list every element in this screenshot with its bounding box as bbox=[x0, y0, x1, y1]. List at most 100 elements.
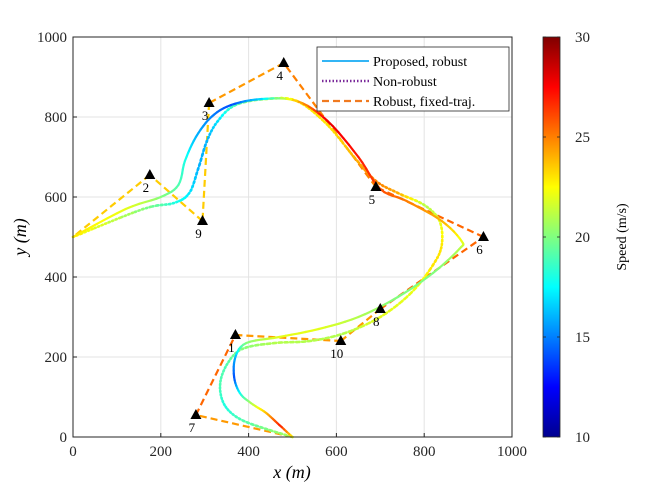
colorbar-tick-label: 20 bbox=[575, 230, 590, 246]
fixed-traj-segment bbox=[208, 62, 285, 104]
waypoint-5: 5 bbox=[369, 181, 382, 207]
y-tick-label: 200 bbox=[45, 350, 68, 366]
nonrobust-segment bbox=[104, 216, 122, 225]
proposed-segment bbox=[352, 149, 360, 159]
series-layer bbox=[71, 62, 485, 439]
proposed-segment bbox=[357, 313, 367, 319]
nonrobust-segment bbox=[438, 247, 443, 253]
fixed-traj-segment bbox=[235, 333, 341, 343]
nonrobust-segment bbox=[232, 413, 238, 419]
waypoint-label: 2 bbox=[143, 180, 150, 195]
waypoint-triangle-icon bbox=[190, 409, 202, 419]
y-tick-label: 800 bbox=[45, 110, 68, 126]
waypoint-triangle-icon bbox=[335, 335, 347, 345]
nonrobust-segment bbox=[222, 366, 227, 373]
proposed-segment bbox=[317, 326, 327, 331]
colorbar: 10 15 20 25 30 Speed (m/s) bbox=[542, 30, 630, 446]
y-axis-title: y (m) bbox=[10, 218, 31, 257]
waypoint-8: 8 bbox=[373, 303, 386, 329]
waypoint-triangle-icon bbox=[477, 231, 489, 241]
proposed-segment bbox=[403, 288, 412, 295]
nonrobust-segment bbox=[172, 200, 179, 205]
waypoint-label: 1 bbox=[228, 340, 235, 355]
nonrobust-segment bbox=[435, 253, 441, 260]
y-tick-label: 600 bbox=[45, 190, 68, 206]
proposed-segment bbox=[324, 324, 334, 329]
proposed-segment bbox=[326, 119, 334, 128]
waypoint-2: 2 bbox=[143, 169, 156, 195]
nonrobust-segment bbox=[219, 373, 224, 380]
waypoint-triangle-icon bbox=[203, 97, 215, 107]
waypoint-10: 10 bbox=[330, 335, 347, 361]
nonrobust-segment bbox=[221, 400, 226, 407]
proposed-segment bbox=[347, 143, 355, 153]
proposed-segment bbox=[421, 275, 429, 283]
proposed-segment bbox=[116, 207, 127, 215]
colorbar-tick-label: 25 bbox=[575, 130, 590, 146]
proposed-segment bbox=[344, 318, 353, 323]
waypoint-triangle-icon bbox=[197, 215, 209, 225]
waypoint-label: 7 bbox=[189, 420, 196, 435]
nonrobust-segment bbox=[208, 129, 214, 135]
proposed-segment bbox=[437, 263, 445, 270]
proposed-segment bbox=[417, 206, 426, 212]
proposed-segment bbox=[95, 217, 109, 225]
fixed-traj-segment bbox=[72, 174, 151, 238]
legend-label-proposed: Proposed, robust bbox=[373, 55, 467, 70]
proposed-segment bbox=[357, 155, 364, 164]
waypoint-label: 10 bbox=[330, 346, 343, 361]
nonrobust-segment bbox=[219, 394, 224, 401]
waypoint-triangle-icon bbox=[144, 169, 156, 179]
x-tick-label: 800 bbox=[413, 444, 436, 460]
legend-label-nonrobust: Non-robust bbox=[373, 75, 437, 90]
waypoint-4: 4 bbox=[276, 57, 290, 83]
proposed-segment bbox=[331, 124, 340, 134]
y-tick-label: 400 bbox=[45, 270, 68, 286]
nonrobust-segment bbox=[188, 188, 193, 195]
nonrobust-segment bbox=[438, 219, 443, 226]
proposed-segment bbox=[321, 115, 329, 123]
nonrobust-segment bbox=[223, 363, 228, 370]
nonrobust-segment bbox=[225, 360, 230, 367]
proposed-segment bbox=[131, 202, 141, 208]
waypoint-7: 7 bbox=[189, 409, 202, 435]
proposed-segment bbox=[337, 320, 347, 325]
proposed-segment bbox=[409, 284, 418, 291]
proposed-segment bbox=[342, 137, 350, 146]
nonrobust-segment bbox=[432, 211, 438, 217]
colorbar-title: Speed (m/s) bbox=[615, 203, 630, 271]
x-tick-label: 1000 bbox=[497, 444, 527, 460]
waypoint-triangle-icon bbox=[229, 329, 241, 339]
proposed-segment bbox=[284, 333, 294, 337]
plot-frame bbox=[72, 36, 513, 438]
axis-ticks: 0 200 400 600 800 1000 0 200 400 600 800 1000 bbox=[37, 30, 527, 460]
y-tick-label: 0 bbox=[60, 430, 68, 446]
nonrobust-segment bbox=[219, 376, 223, 383]
proposed-segment bbox=[423, 209, 432, 216]
nonrobust-segment bbox=[118, 211, 135, 219]
proposed-segment bbox=[71, 232, 81, 239]
waypoint-label: 3 bbox=[202, 108, 209, 123]
proposed-segment bbox=[396, 292, 406, 299]
waypoint-triangle-icon bbox=[374, 303, 386, 313]
colorbar-tick-label: 30 bbox=[575, 30, 590, 46]
grid-lines bbox=[72, 36, 513, 438]
proposed-segment bbox=[297, 330, 307, 335]
nonrobust-segment bbox=[176, 199, 182, 203]
nonrobust-segment bbox=[225, 406, 230, 412]
proposed-segment bbox=[330, 322, 340, 327]
nonrobust-segment bbox=[220, 397, 225, 404]
nonrobust-segment bbox=[223, 403, 228, 410]
waypoint-label: 4 bbox=[276, 68, 283, 83]
nonrobust-segment bbox=[210, 125, 215, 132]
nonrobust-segment bbox=[186, 191, 191, 197]
nonrobust-segment bbox=[212, 122, 217, 129]
proposed-segment bbox=[361, 161, 368, 170]
nonrobust-segment bbox=[229, 411, 235, 417]
proposed-segment bbox=[383, 299, 393, 306]
nonrobust-segment bbox=[227, 408, 233, 414]
fixed-traj-segment bbox=[375, 186, 484, 238]
waypoint-label: 5 bbox=[369, 192, 376, 207]
x-tick-label: 400 bbox=[237, 444, 260, 460]
nonrobust-segment bbox=[214, 119, 220, 126]
